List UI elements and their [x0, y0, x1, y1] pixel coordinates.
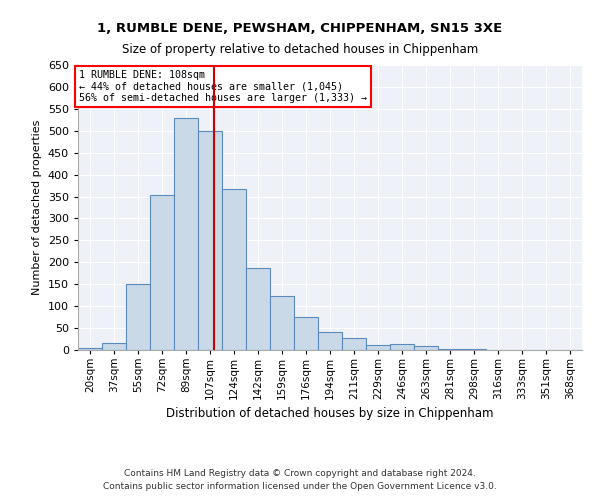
Text: Contains public sector information licensed under the Open Government Licence v3: Contains public sector information licen… [103, 482, 497, 491]
Text: 1 RUMBLE DENE: 108sqm
← 44% of detached houses are smaller (1,045)
56% of semi-d: 1 RUMBLE DENE: 108sqm ← 44% of detached … [79, 70, 367, 104]
Bar [270, 296, 294, 350]
Text: Size of property relative to detached houses in Chippenham: Size of property relative to detached ho… [122, 42, 478, 56]
Bar [438, 348, 462, 350]
Bar [222, 189, 246, 350]
Bar [150, 195, 174, 350]
Bar [126, 284, 150, 350]
Bar [102, 344, 126, 350]
Y-axis label: Number of detached properties: Number of detached properties [32, 120, 42, 295]
Bar [342, 338, 366, 350]
Text: 1, RUMBLE DENE, PEWSHAM, CHIPPENHAM, SN15 3XE: 1, RUMBLE DENE, PEWSHAM, CHIPPENHAM, SN1… [97, 22, 503, 36]
X-axis label: Distribution of detached houses by size in Chippenham: Distribution of detached houses by size … [166, 408, 494, 420]
Bar [390, 344, 414, 350]
Bar [414, 346, 438, 350]
Bar [174, 118, 198, 350]
Bar [198, 131, 222, 350]
Bar [318, 332, 342, 350]
Bar [294, 316, 318, 350]
Bar [246, 268, 270, 350]
Bar [366, 344, 390, 350]
Bar [78, 348, 102, 350]
Bar [462, 349, 486, 350]
Text: Contains HM Land Registry data © Crown copyright and database right 2024.: Contains HM Land Registry data © Crown c… [124, 469, 476, 478]
